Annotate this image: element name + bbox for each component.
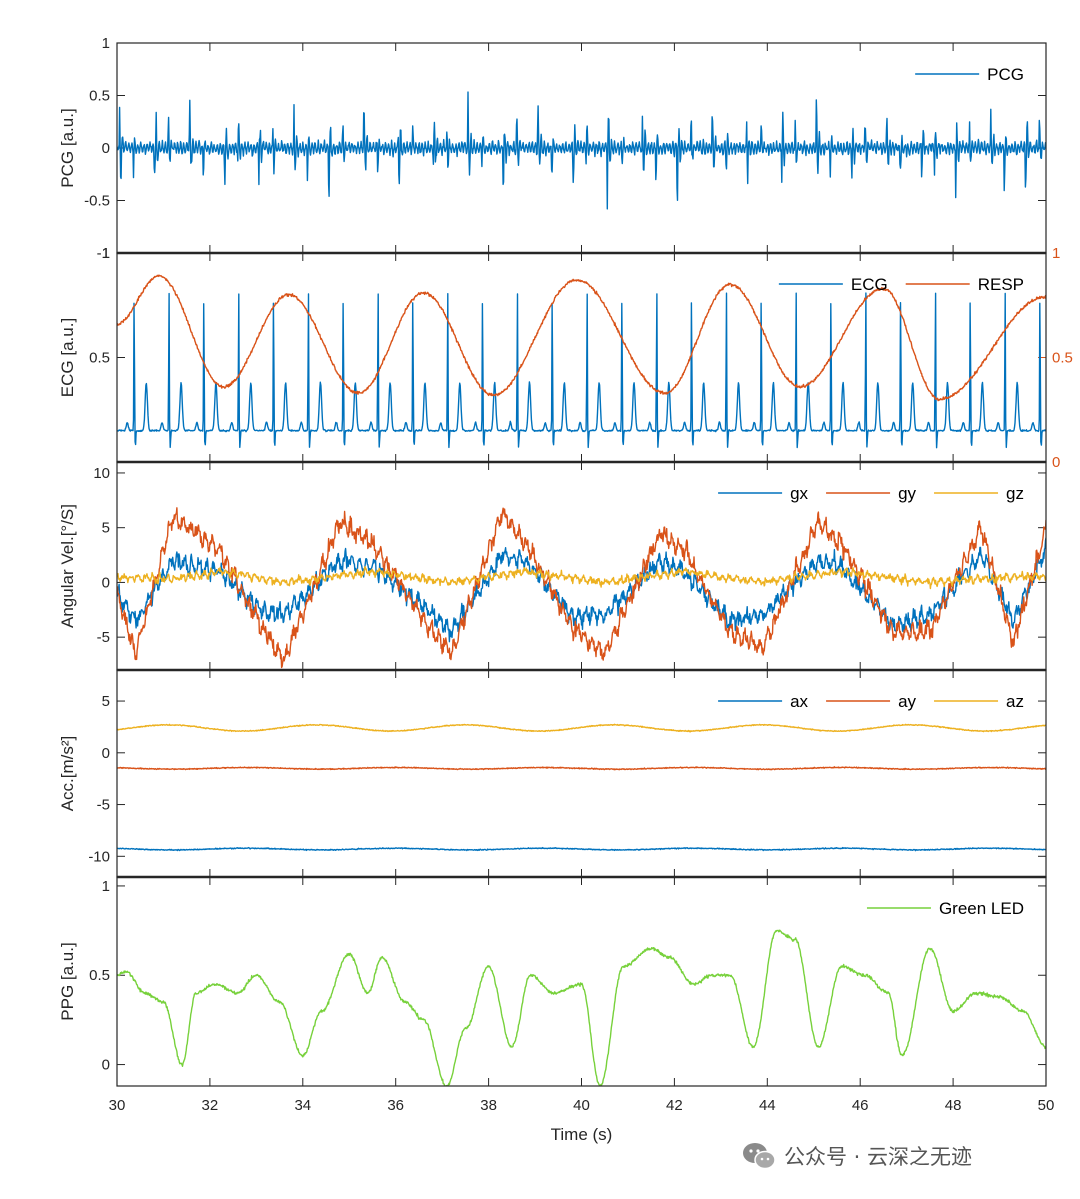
- plot-area: [117, 877, 1046, 1086]
- watermark: 公众号 · 云深之无迹: [742, 1138, 972, 1174]
- y-axis-label: Acc.[m/s²]: [58, 736, 77, 812]
- series-line-green-led: [117, 929, 1046, 1086]
- panel-2: 0.5 1 0 0.5 1 ECG [a.u.] RESP ECG: [58, 245, 1073, 471]
- legend-label: ax: [790, 692, 808, 711]
- legend: az ay ax: [718, 692, 1024, 711]
- plot-lines: [117, 723, 1046, 852]
- legend: gz gy gx: [718, 484, 1024, 503]
- y-tick-label: 0: [102, 745, 110, 762]
- y-axis-label: Angular Vel.[°/S]: [58, 504, 77, 628]
- y-tick-label: -5: [97, 797, 110, 814]
- legend: RESP ECG: [778, 275, 1024, 294]
- x-tick-label: 48: [945, 1097, 962, 1114]
- y2-tick-label: 0.5: [1052, 350, 1073, 367]
- x-tick-label: 44: [759, 1097, 776, 1114]
- plot-lines: [117, 91, 1046, 210]
- plot-lines: [117, 507, 1046, 669]
- series-line-gy: [117, 507, 1046, 669]
- legend-label: az: [1006, 692, 1024, 711]
- y-axis-label: PPG [a.u.]: [58, 942, 77, 1020]
- y-tick-label: -5: [97, 629, 110, 646]
- y-tick-label: 1: [102, 35, 110, 52]
- series-line-resp: [117, 274, 1046, 402]
- y-tick-label: 1: [102, 245, 110, 262]
- y-tick-label: -0.5: [84, 193, 110, 210]
- y-tick-label: 0: [102, 1057, 110, 1074]
- series-line-pcg: [117, 91, 1046, 210]
- y-tick-label: 0: [102, 574, 110, 591]
- y2-tick-label: 1: [1052, 245, 1060, 262]
- wechat-icon: [743, 1143, 776, 1170]
- x-tick-label: 34: [294, 1097, 311, 1114]
- x-axis-label: Time (s): [551, 1125, 613, 1144]
- y-tick-label: 10: [93, 465, 110, 482]
- panel-1: -1 -0.5 0 0.5 1 PCG [a.u.] PCG: [58, 35, 1047, 262]
- plot-area: [117, 462, 1046, 670]
- y2-tick-label: 0: [1052, 454, 1060, 471]
- legend-label: PCG: [987, 65, 1024, 84]
- y-tick-label: 1: [102, 878, 110, 895]
- y-tick-label: 0.5: [89, 88, 110, 105]
- y-tick-label: 0.5: [89, 967, 110, 984]
- y-tick-label: 5: [102, 520, 110, 537]
- x-tick-label: 32: [202, 1097, 219, 1114]
- x-tick-label: 38: [480, 1097, 497, 1114]
- panel-3: -5 0 5 10 Angular Vel.[°/S] gz gy gx: [58, 460, 1047, 671]
- legend-label: gz: [1006, 484, 1024, 503]
- legend-label: RESP: [978, 275, 1024, 294]
- legend-label: ay: [898, 692, 916, 711]
- series-line-ay: [117, 766, 1046, 771]
- x-tick-label: 36: [387, 1097, 404, 1114]
- y-tick-label: -10: [88, 848, 110, 865]
- panel-4: -10 -5 0 5 Acc.[m/s²] az ay ax: [58, 668, 1047, 878]
- y-axis-label: PCG [a.u.]: [58, 108, 77, 187]
- x-tick-label: 46: [852, 1097, 869, 1114]
- series-line-ecg: [117, 292, 1046, 449]
- watermark-text: 公众号 · 云深之无迹: [784, 1145, 973, 1169]
- x-tick-label: 50: [1038, 1097, 1055, 1114]
- legend-label: gy: [898, 484, 916, 503]
- legend: PCG: [915, 65, 1024, 84]
- plot-lines: [117, 274, 1046, 449]
- plot-lines: [117, 929, 1046, 1086]
- y-tick-label: 0: [102, 140, 110, 157]
- y-tick-label: -1: [97, 245, 110, 262]
- x-tick-label: 30: [109, 1097, 126, 1114]
- series-line-ax: [117, 846, 1046, 852]
- legend-label: Green LED: [939, 899, 1024, 918]
- x-tick-label: 40: [573, 1097, 590, 1114]
- legend: Green LED: [866, 899, 1024, 918]
- series-line-az: [117, 723, 1046, 733]
- plot-area: [117, 670, 1046, 877]
- y-tick-label: 0.5: [89, 350, 110, 367]
- series-line-gz: [117, 566, 1046, 590]
- y-tick-label: 5: [102, 693, 110, 710]
- legend-label: ECG: [851, 275, 888, 294]
- legend-label: gx: [790, 484, 808, 503]
- panel-5: 0 0.5 1 PPG [a.u.] Green LED: [58, 875, 1047, 1087]
- x-tick-label: 42: [666, 1097, 683, 1114]
- y-axis-label: ECG [a.u.]: [58, 318, 77, 397]
